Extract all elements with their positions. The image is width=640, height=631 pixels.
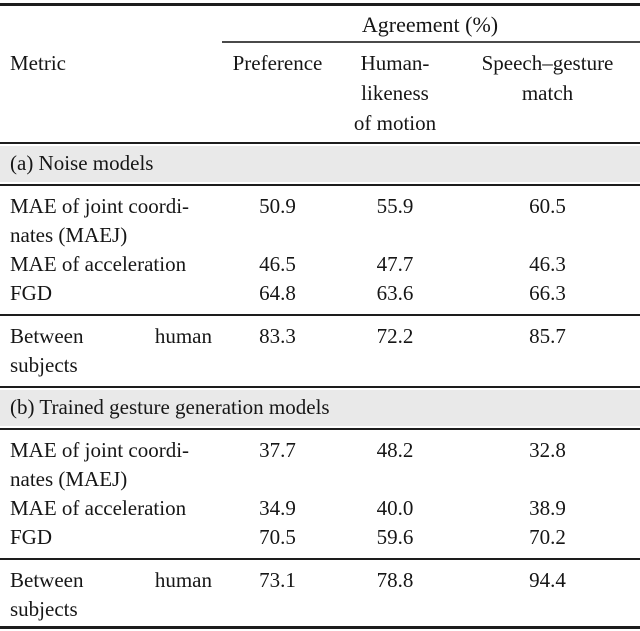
metric-cell: MAE of acceleration [10, 251, 187, 276]
value-speech-gesture: 70.2 [529, 524, 566, 549]
table-top-rule [0, 3, 640, 6]
column-header-humanlikeness: Human- likeness of motion [353, 50, 437, 135]
value-speech-gesture: 60.5 [529, 193, 566, 218]
value-preference: 64.8 [259, 280, 296, 305]
value-preference: 50.9 [259, 193, 296, 218]
agreement-cmidrule [222, 41, 640, 43]
table-row: MAE of acceleration 34.9 40.0 38.9 [0, 494, 640, 523]
value-preference: 37.7 [259, 437, 296, 462]
value-speech-gesture: 32.8 [529, 437, 566, 462]
value-humanlikeness: 72.2 [376, 323, 414, 348]
results-table: Agreement (%) Metric Preference Human- l… [0, 3, 640, 631]
section-b-human-rule [0, 557, 640, 560]
table-row-human-subjects: Between human subjects 83.3 72.2 85.7 [0, 316, 640, 386]
metric-cell: FGD [10, 524, 53, 549]
section-band-a: (a) Noise models [0, 145, 640, 182]
table-row-human-subjects: Between human subjects 73.1 78.8 94.4 [0, 560, 640, 626]
metric-cell: Between human subjects [10, 567, 212, 621]
column-header-metric: Metric [10, 50, 66, 75]
section-band-b: (b) Trained gesture generation models [0, 389, 640, 426]
column-header-speech-gesture: Speech–gesture match [481, 50, 614, 105]
value-humanlikeness: 47.7 [376, 251, 414, 276]
metric-cell: MAE of joint coordi- nates (MAEJ) [10, 193, 190, 247]
value-preference: 70.5 [259, 524, 296, 549]
agreement-group-header: Agreement (%) [361, 12, 499, 37]
section-b-rows: MAE of joint coordi- nates (MAEJ) 37.7 4… [0, 430, 640, 558]
value-humanlikeness: 78.8 [376, 567, 414, 592]
column-header-preference: Preference [232, 50, 323, 75]
value-speech-gesture: 85.7 [529, 323, 566, 348]
column-header-row: Metric Preference Human- likeness of mot… [0, 43, 640, 142]
table-row: FGD 70.5 59.6 70.2 [0, 523, 640, 552]
band-a-bottom-rule [0, 183, 640, 186]
table-row: MAE of joint coordi- nates (MAEJ) 37.7 4… [0, 436, 640, 494]
table-row: MAE of acceleration 46.5 47.7 46.3 [0, 250, 640, 279]
value-speech-gesture: 38.9 [529, 495, 566, 520]
header-bottom-rule [0, 141, 640, 144]
value-preference: 83.3 [259, 323, 296, 348]
section-a-rows: MAE of joint coordi- nates (MAEJ) 50.9 5… [0, 186, 640, 314]
value-humanlikeness: 48.2 [376, 437, 414, 462]
metric-cell: Between human subjects [10, 323, 212, 377]
value-humanlikeness: 63.6 [376, 280, 414, 305]
section-a-end-rule [0, 385, 640, 388]
value-speech-gesture: 94.4 [529, 567, 566, 592]
value-speech-gesture: 66.3 [529, 280, 566, 305]
value-preference: 73.1 [259, 567, 296, 592]
value-humanlikeness: 55.9 [376, 193, 414, 218]
table-row: MAE of joint coordi- nates (MAEJ) 50.9 5… [0, 192, 640, 250]
value-humanlikeness: 59.6 [376, 524, 414, 549]
metric-cell: MAE of acceleration [10, 495, 187, 520]
table-row: FGD 64.8 63.6 66.3 [0, 279, 640, 308]
section-a-human-rule [0, 313, 640, 316]
metric-cell: MAE of joint coordi- nates (MAEJ) [10, 437, 190, 491]
value-humanlikeness: 40.0 [376, 495, 414, 520]
table-bottom-rule [0, 625, 640, 629]
band-b-bottom-rule [0, 427, 640, 430]
value-speech-gesture: 46.3 [529, 251, 566, 276]
metric-cell: FGD [10, 280, 53, 305]
value-preference: 34.9 [259, 495, 296, 520]
value-preference: 46.5 [259, 251, 296, 276]
